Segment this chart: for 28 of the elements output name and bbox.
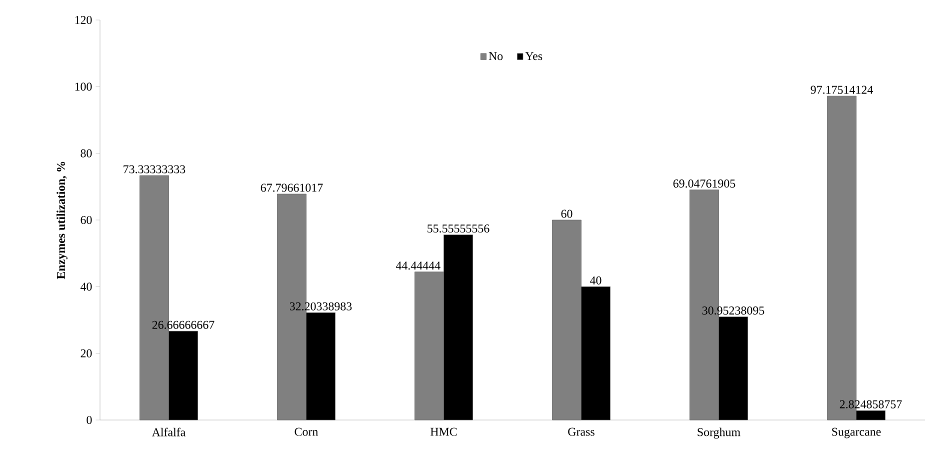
y-tick-label: 20 — [80, 349, 92, 358]
data-label: 55.55555556 — [428, 224, 490, 233]
x-tick-label: Alfalfa — [152, 428, 186, 436]
y-tick-label: 100 — [75, 82, 92, 91]
data-label: 67.79661017 — [260, 184, 323, 192]
data-label: 97.17514124 — [810, 86, 873, 94]
y-axis-title: Enzymes utilization, % — [56, 162, 68, 280]
legend-label: Yes — [525, 52, 542, 60]
y-tick-label: 120 — [75, 16, 92, 24]
x-tick-label: Grass — [568, 428, 594, 436]
data-label: 2.824858757 — [840, 400, 902, 408]
y-tick-label: 0 — [86, 416, 92, 424]
data-label: 69.04761905 — [673, 180, 736, 188]
x-tick-label: Corn — [294, 428, 318, 436]
data-label: 32.20338983 — [290, 302, 352, 310]
x-tick-label: Sorghum — [698, 428, 740, 439]
legend-label: No — [488, 52, 503, 60]
data-label: 60 — [561, 210, 572, 218]
data-label: 44.44444 — [396, 262, 440, 270]
data-label: 40 — [590, 276, 602, 284]
data-label: 26.66666667 — [152, 320, 214, 329]
x-tick-label: HMC — [430, 428, 457, 436]
y-tick-label: 80 — [80, 149, 92, 158]
data-label: 30.95238095 — [702, 306, 764, 315]
y-tick-label: 60 — [80, 216, 92, 224]
y-tick-label: 40 — [80, 282, 92, 291]
data-label: 73.33333333 — [124, 165, 186, 174]
x-tick-label: Sugarcane — [832, 428, 881, 438]
